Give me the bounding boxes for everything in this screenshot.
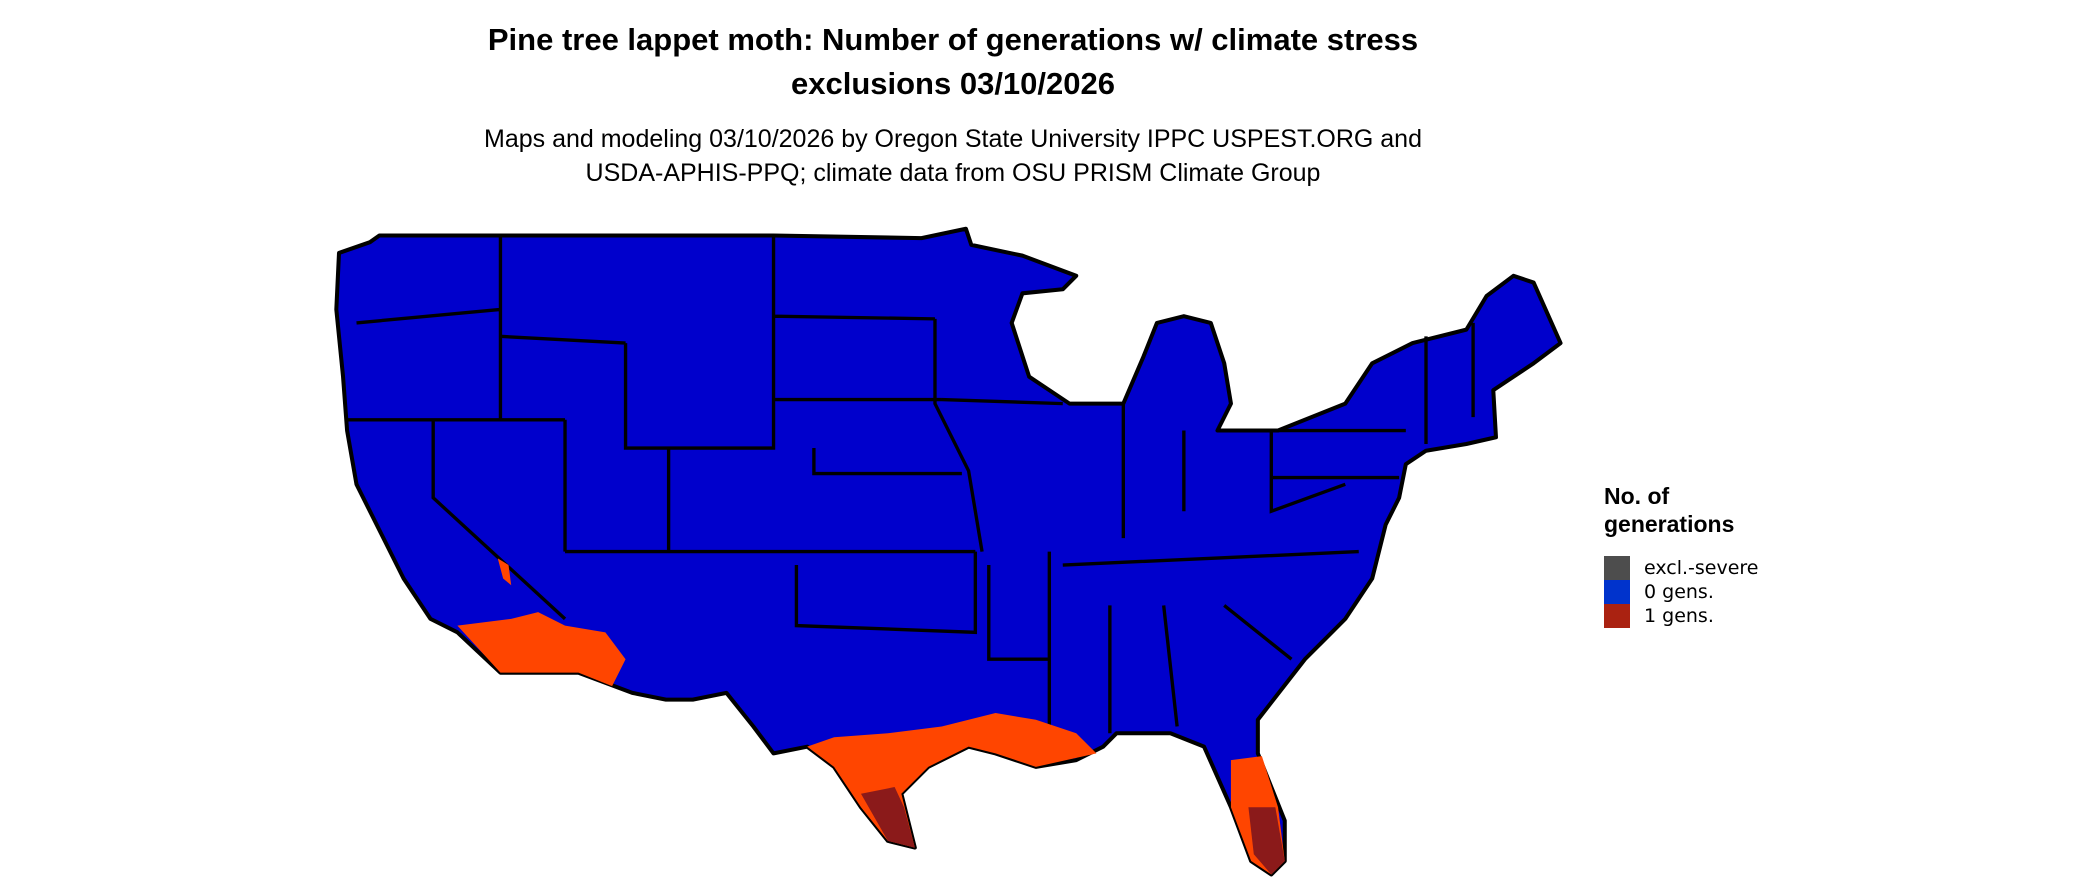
- legend-title-line2: generations: [1604, 511, 1735, 537]
- map-title: Pine tree lappet moth: Number of generat…: [487, 22, 1419, 57]
- legend-label: excl.-severe: [1644, 557, 1759, 579]
- map-subtitle-line2: USDA-APHIS-PPQ; climate data from OSU PR…: [585, 159, 1321, 187]
- legend-item: 1 gens.: [1604, 604, 1759, 628]
- legend-swatch-1: [1604, 604, 1630, 628]
- legend-item: 0 gens.: [1604, 580, 1759, 604]
- legend-swatch-0: [1604, 580, 1630, 604]
- legend: No. of generations excl.-severe 0 gens. …: [1604, 482, 1759, 628]
- generation-1-areas: [457, 558, 1285, 875]
- map-subtitle: Maps and modeling 03/10/2026 by Oregon S…: [484, 125, 1422, 153]
- legend-label: 1 gens.: [1644, 605, 1714, 627]
- legend-title: No. of: [1604, 483, 1670, 509]
- state-borders: [347, 235, 1475, 754]
- map-title-line2: exclusions 03/10/2026: [790, 66, 1115, 101]
- legend-swatch-excl: [1604, 556, 1630, 580]
- legend-label: 0 gens.: [1644, 581, 1714, 603]
- legend-item: excl.-severe: [1604, 556, 1759, 580]
